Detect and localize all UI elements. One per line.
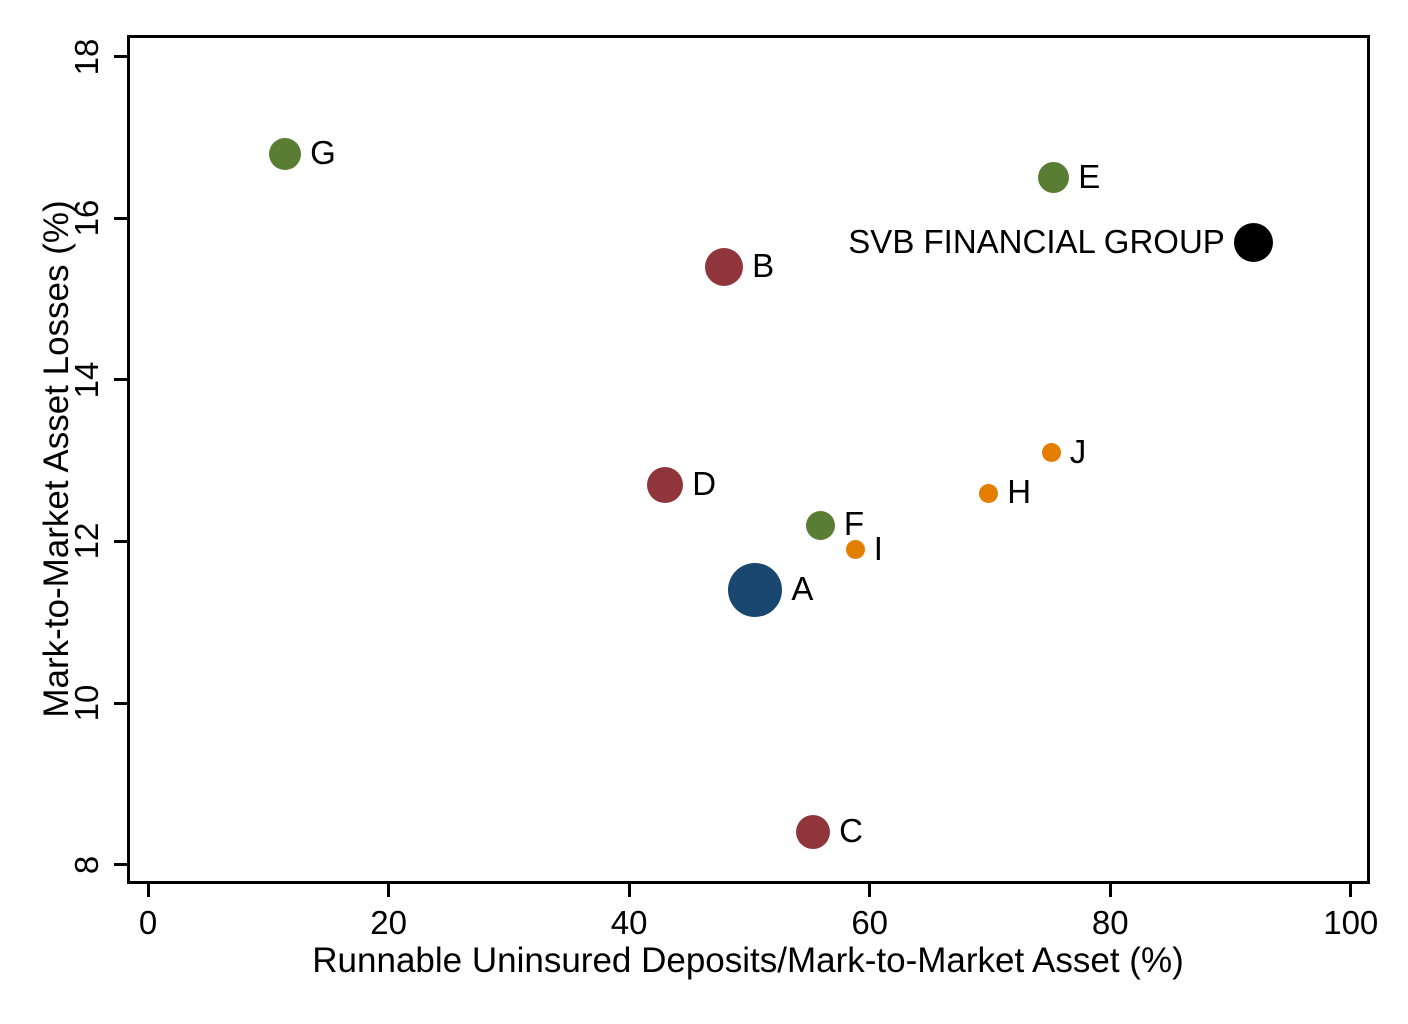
point-label-b: B bbox=[752, 247, 775, 285]
x-tick-label: 100 bbox=[1323, 904, 1379, 941]
data-point-d bbox=[647, 466, 684, 503]
y-tick-mark bbox=[114, 216, 127, 220]
data-point-g bbox=[269, 137, 302, 170]
y-tick-mark bbox=[114, 378, 127, 382]
x-axis-title: Runnable Uninsured Deposits/Mark-to-Mark… bbox=[312, 941, 1184, 980]
point-label-e: E bbox=[1078, 158, 1101, 196]
y-tick-mark bbox=[114, 701, 127, 705]
data-point-j bbox=[1041, 443, 1061, 463]
x-tick-label: 40 bbox=[610, 904, 648, 941]
point-label-j: J bbox=[1069, 432, 1087, 470]
point-label-a: A bbox=[791, 570, 814, 608]
data-point-a bbox=[728, 562, 783, 617]
x-tick-label: 80 bbox=[1091, 904, 1129, 941]
point-label-d: D bbox=[692, 465, 717, 503]
y-tick-mark bbox=[114, 55, 127, 59]
y-axis-title: Mark-to-Market Asset Losses (%) bbox=[37, 200, 76, 718]
x-tick-mark bbox=[627, 884, 631, 897]
data-point-svb-financial-group bbox=[1233, 223, 1273, 263]
x-tick-label: 20 bbox=[370, 904, 407, 941]
data-point-i bbox=[845, 540, 865, 560]
y-tick-mark bbox=[114, 863, 127, 867]
point-label-c: C bbox=[839, 812, 863, 850]
y-tick-mark bbox=[114, 539, 127, 543]
x-tick-mark bbox=[1108, 884, 1112, 897]
x-tick-label: 60 bbox=[851, 904, 889, 941]
point-label-h: H bbox=[1007, 473, 1032, 511]
data-point-b bbox=[705, 247, 744, 286]
x-tick-mark bbox=[1349, 884, 1353, 897]
data-point-h bbox=[979, 483, 999, 503]
point-label-f: F bbox=[843, 505, 865, 543]
y-tick-label: 8 bbox=[68, 855, 105, 874]
x-tick-mark bbox=[387, 884, 391, 897]
plot-area bbox=[127, 35, 1370, 884]
data-point-c bbox=[796, 815, 831, 850]
x-tick-label: 0 bbox=[138, 904, 158, 941]
point-label-i: I bbox=[873, 529, 883, 567]
data-point-e bbox=[1038, 162, 1070, 194]
x-tick-mark bbox=[868, 884, 872, 897]
x-tick-mark bbox=[146, 884, 150, 897]
data-point-f bbox=[805, 510, 835, 540]
point-label-svb-financial-group: SVB FINANCIAL GROUP bbox=[848, 222, 1225, 260]
point-label-g: G bbox=[310, 133, 336, 171]
y-tick-label: 18 bbox=[68, 38, 105, 76]
